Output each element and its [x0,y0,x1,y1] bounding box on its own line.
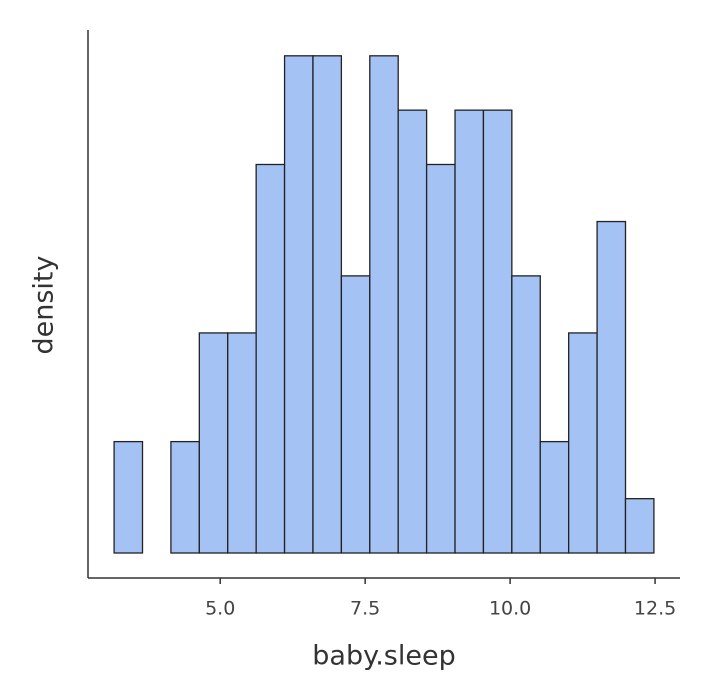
bar [227,332,257,554]
y-axis-label: density [29,255,60,354]
x-tick-label: 10.0 [489,598,531,620]
bar [340,275,371,554]
x-tick-label: 7.5 [350,598,380,620]
bar [624,498,655,554]
x-axis-label: baby.sleep [312,641,455,672]
bar [113,440,144,554]
bar [255,163,286,554]
bar [170,440,200,554]
bar [397,109,428,554]
bar [596,220,627,554]
bar [539,440,570,554]
bar [283,55,314,554]
x-tick-label: 12.5 [634,598,676,620]
x-tick-label: 5.0 [205,598,235,620]
bar [425,163,456,554]
bar [511,275,541,554]
bar [312,55,343,554]
bar [198,332,229,554]
bar [369,55,399,554]
bar [568,332,598,554]
bar [454,109,485,554]
bar [482,109,513,554]
